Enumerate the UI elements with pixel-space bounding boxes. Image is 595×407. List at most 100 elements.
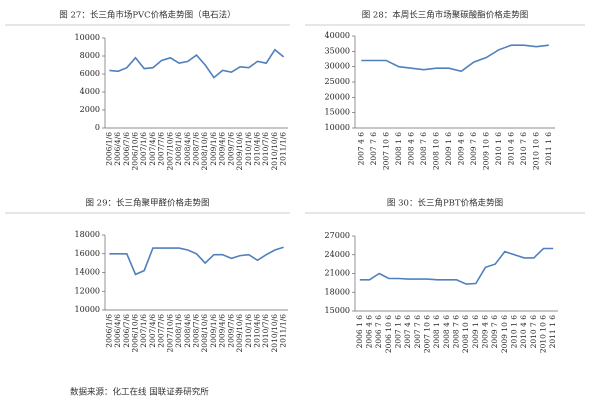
x-tick-label: 2008 10 6 [431, 132, 440, 170]
y-tick-label: 40000 [325, 31, 350, 40]
x-tick-label: 2009/1/6 [209, 132, 218, 166]
chart-title: 图 30：长三角PBT价格走势图 [387, 198, 503, 209]
x-tick-label: 2006 7 6 [374, 315, 383, 349]
x-tick-label: 2009 10 6 [500, 315, 509, 353]
x-tick-label: 2007 4 6 [356, 132, 365, 166]
x-tick-label: 2009 4 6 [481, 315, 490, 349]
x-tick-label: 2009 4 6 [456, 132, 465, 166]
x-tick-label: 2010/4/6 [253, 314, 262, 348]
x-tick-label: 2006/4/6 [113, 132, 122, 166]
series-line [109, 246, 284, 276]
x-tick-label: 2010/7/6 [261, 314, 270, 348]
x-tick-label: 2008/1/6 [174, 314, 183, 348]
x-tick-label: 2006/1/6 [104, 314, 113, 348]
x-tick-label: 2009/7/6 [226, 314, 235, 348]
y-tick-label: 10000 [75, 33, 100, 42]
x-tick-label: 2009 7 6 [469, 132, 478, 166]
x-tick-label: 2010 10 6 [531, 132, 540, 170]
x-tick-label: 2007 1 6 [394, 315, 403, 349]
y-tick-label: 27000 [325, 231, 350, 240]
y-tick-label: 14000 [75, 268, 100, 277]
x-tick-label: 2006/7/6 [122, 132, 131, 166]
x-tick-label: 2009 1 6 [444, 132, 453, 166]
y-tick-label: 21000 [325, 269, 350, 278]
x-tick-label: 2008/7/6 [192, 132, 201, 166]
x-tick-label: 2006/1/6 [104, 132, 113, 166]
y-tick-label: 12000 [75, 286, 100, 295]
y-tick-label: 2000 [80, 105, 100, 114]
x-tick-label: 2009/10/6 [235, 314, 244, 353]
x-tick-label: 2008 10 6 [461, 315, 470, 353]
y-tick-label: 25000 [325, 77, 350, 86]
y-tick-label: 35000 [325, 46, 350, 55]
x-tick-label: 2009/4/6 [218, 132, 227, 166]
x-tick-label: 2009 1 6 [471, 315, 480, 349]
x-tick-label: 2008/1/6 [174, 132, 183, 166]
x-tick-label: 2009/1/6 [209, 314, 218, 348]
x-tick-label: 2006 4 6 [365, 315, 374, 349]
x-tick-label: 2008 7 6 [419, 132, 428, 166]
x-tick-label: 2008/10/6 [200, 314, 209, 353]
y-tick-label: 18000 [75, 230, 100, 239]
x-tick-label: 2007/7/6 [157, 132, 166, 166]
x-tick-label: 2009/7/6 [226, 132, 235, 166]
x-tick-label: 2009/10/6 [235, 132, 244, 171]
y-tick-label: 15000 [325, 108, 350, 117]
x-tick-label: 2010 10 6 [539, 315, 548, 353]
chart-title: 图 27：长三角市场PVC价格走势图（电石法） [59, 10, 235, 21]
x-tick-label: 2009/4/6 [218, 314, 227, 348]
y-tick-label: 30000 [325, 62, 350, 71]
x-tick-label: 2007 10 6 [423, 315, 432, 353]
x-tick-label: 2007 7 6 [413, 315, 422, 349]
x-tick-label: 2008/4/6 [183, 132, 192, 166]
y-tick-label: 4000 [80, 87, 100, 96]
x-tick-label: 2006/7/6 [122, 314, 131, 348]
x-tick-label: 2010 4 6 [506, 132, 515, 166]
x-tick-label: 2008 4 6 [406, 132, 415, 166]
x-tick-label: 2006 1 6 [355, 315, 364, 349]
x-tick-label: 2010/4/6 [253, 132, 262, 166]
x-tick-label: 2010 1 6 [494, 132, 503, 166]
x-tick-label: 2008 7 6 [452, 315, 461, 349]
series-line [359, 247, 554, 285]
series-line [361, 44, 549, 73]
x-tick-label: 2008/7/6 [192, 314, 201, 348]
y-tick-label: 10000 [75, 305, 100, 314]
x-tick-label: 2007 10 6 [381, 132, 390, 170]
x-tick-label: 2010 1 6 [510, 315, 519, 349]
x-tick-label: 2011 1 6 [548, 315, 557, 349]
x-tick-label: 2007/4/6 [148, 132, 157, 166]
x-tick-label: 2009 7 6 [490, 315, 499, 349]
x-tick-label: 2010/1/6 [244, 132, 253, 166]
y-tick-label: 24000 [325, 250, 350, 259]
x-tick-label: 2010/10/6 [270, 314, 279, 353]
x-tick-label: 2006/4/6 [113, 314, 122, 348]
x-tick-label: 2006/10/6 [131, 132, 140, 171]
x-tick-label: 2007/10/6 [165, 132, 174, 171]
x-tick-label: 2008/10/6 [200, 132, 209, 171]
y-tick-label: 15000 [325, 306, 350, 315]
series-line [109, 48, 285, 79]
x-tick-label: 2010/7/6 [261, 132, 270, 166]
x-tick-label: 2007/7/6 [157, 314, 166, 348]
x-tick-label: 2007/10/6 [165, 314, 174, 353]
x-tick-label: 2006/10/6 [131, 314, 140, 353]
x-tick-label: 2007 7 6 [369, 132, 378, 166]
x-tick-label: 2011 1 6 [544, 132, 553, 166]
chart-title: 图 29：长三角聚甲醛价格走势图 [85, 198, 209, 209]
x-tick-label: 2011/1/6 [279, 132, 288, 166]
y-tick-label: 0 [95, 123, 100, 132]
x-tick-label: 2008/4/6 [183, 314, 192, 348]
x-tick-label: 2010 4 6 [519, 315, 528, 349]
x-tick-label: 2007/4/6 [148, 314, 157, 348]
x-tick-label: 2008 1 6 [394, 132, 403, 166]
x-tick-label: 2007/1/6 [139, 132, 148, 166]
y-tick-label: 10000 [325, 123, 350, 132]
x-tick-label: 2009 10 6 [481, 132, 490, 170]
y-tick-label: 6000 [80, 69, 100, 78]
x-tick-label: 2008 4 6 [442, 315, 451, 349]
x-tick-label: 2007 4 6 [403, 315, 412, 349]
x-tick-label: 2010/10/6 [270, 132, 279, 171]
y-tick-label: 16000 [75, 249, 100, 258]
y-tick-label: 8000 [80, 51, 100, 60]
